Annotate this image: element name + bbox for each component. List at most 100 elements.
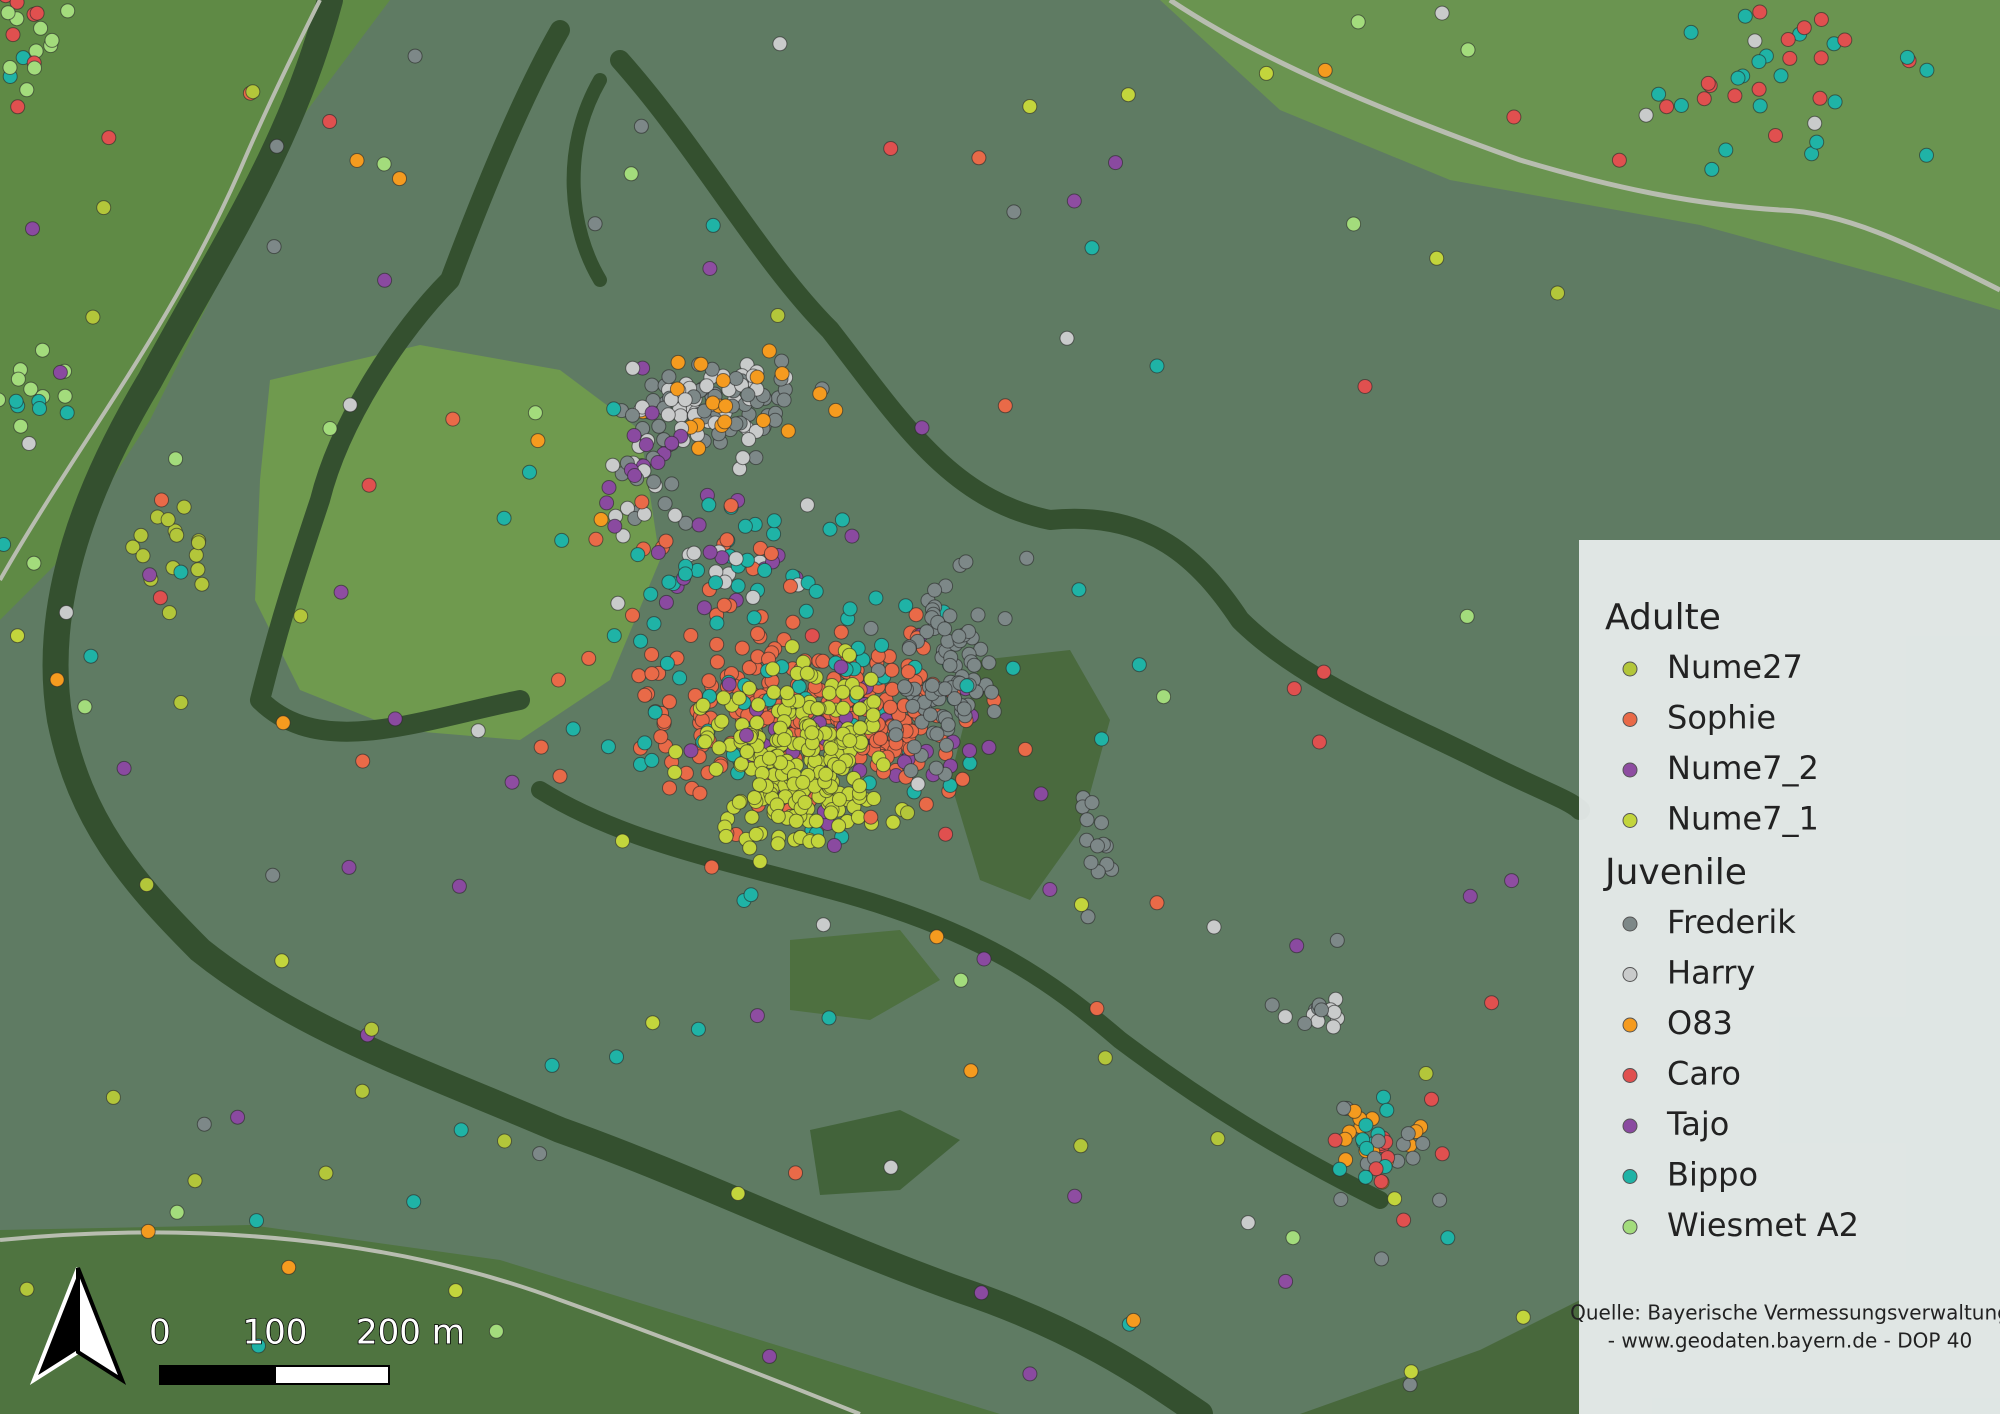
gps-fix (962, 743, 977, 759)
gps-fix (59, 405, 75, 421)
gps-fix (1782, 50, 1798, 66)
island (790, 930, 940, 1020)
gps-fix (1019, 550, 1035, 566)
gps-fix (142, 567, 158, 583)
gps-fix (532, 1146, 548, 1162)
gps-fix (13, 418, 29, 434)
gps-fix (606, 401, 622, 417)
gps-fix (780, 423, 796, 439)
gps-fix (349, 153, 365, 168)
gps-fix (1387, 1191, 1403, 1207)
gps-fix (1484, 995, 1500, 1011)
gps-fix (77, 699, 93, 715)
legend-label: Nume7_2 (1667, 749, 1819, 787)
wooded-bank (566, 73, 607, 287)
gps-fix (799, 665, 815, 681)
gps-fix (735, 450, 751, 466)
gps-fix (8, 393, 24, 409)
gps-fix (669, 381, 685, 397)
gps-fix (721, 676, 737, 692)
gps-fix (705, 217, 721, 233)
gps-fix (633, 633, 649, 649)
gps-fix (1899, 49, 1915, 65)
gps-fix (1089, 1001, 1105, 1016)
gps-fix (714, 713, 730, 729)
gps-fix (823, 805, 839, 821)
gps-fix (903, 763, 919, 779)
gps-fix (551, 672, 566, 688)
gps-fix (938, 826, 954, 842)
gps-fix (593, 512, 609, 527)
gps-fix (176, 499, 192, 515)
gps-fix (939, 737, 954, 753)
gps-fix (1357, 379, 1373, 394)
gps-fix (834, 512, 850, 528)
gps-fix (544, 1057, 560, 1073)
gps-fix (1659, 99, 1675, 115)
gps-fix (1727, 88, 1743, 104)
gps-fix (997, 398, 1013, 414)
gps-fix (133, 527, 149, 543)
gps-fix (1097, 1050, 1113, 1066)
gps-fix (1432, 1192, 1448, 1208)
gps-fix (266, 239, 282, 255)
gps-fix (638, 437, 654, 453)
gps-fix (958, 554, 974, 570)
gps-fix (668, 744, 684, 760)
gps-fix (962, 755, 978, 771)
gps-fix (57, 388, 73, 404)
gps-fix (770, 808, 786, 824)
gps-fix (709, 636, 725, 652)
gps-fix (808, 813, 824, 829)
gps-fix (1424, 1091, 1439, 1107)
gps-fix (1704, 161, 1720, 177)
gps-fix (849, 685, 865, 701)
gps-fix (741, 660, 757, 676)
gps-fix (673, 408, 689, 424)
gps-fix (686, 545, 702, 561)
gps-fix (716, 690, 731, 706)
gps-fix (1067, 1188, 1083, 1204)
gps-fix (1459, 608, 1475, 624)
gps-fix (884, 681, 900, 697)
gps-fix (745, 589, 761, 605)
gps-fix (695, 697, 711, 713)
gps-fix (644, 666, 660, 682)
gps-fix (986, 704, 1002, 719)
gps-fix (866, 694, 882, 710)
legend-swatch (1622, 712, 1638, 727)
gps-fix (376, 156, 392, 172)
gps-fix (623, 166, 639, 182)
gps-fix (1277, 1009, 1293, 1025)
gps-fix (774, 366, 790, 382)
gps-fix (1809, 134, 1825, 150)
gps-fix (898, 598, 914, 614)
legend-swatch (1622, 1219, 1638, 1235)
gps-fix (701, 497, 717, 513)
gps-fix (615, 833, 630, 849)
gps-fix (723, 498, 739, 514)
gps-fix (83, 648, 99, 664)
gps-fix (897, 679, 912, 695)
gps-fix (693, 356, 709, 372)
gps-fix (659, 655, 675, 671)
gps-fix (692, 785, 708, 801)
gps-fix (718, 828, 734, 844)
gps-fix (947, 691, 963, 707)
gps-fix (644, 405, 660, 421)
gps-fix (883, 1159, 899, 1175)
gps-fix (923, 707, 938, 723)
gps-fix (35, 342, 50, 358)
gps-fix (0, 537, 12, 552)
gps-fix (599, 495, 615, 511)
gps-fix (884, 662, 900, 678)
gps-fix (670, 354, 686, 370)
gps-fix (125, 539, 141, 555)
gps-fix (743, 887, 759, 903)
gps-fix (919, 624, 935, 640)
gps-fix (355, 753, 371, 769)
gps-fix (697, 734, 713, 750)
gps-fix (971, 150, 987, 166)
gps-fix (677, 566, 693, 582)
